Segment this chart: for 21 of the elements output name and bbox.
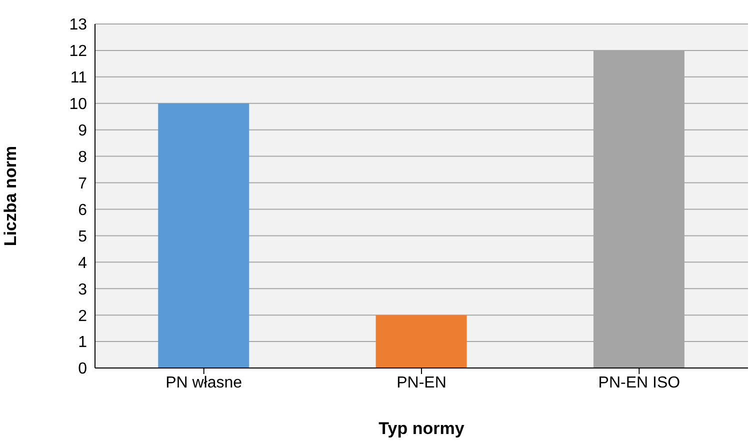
- y-tick-label: 8: [78, 148, 88, 166]
- x-tick-label: PN własne: [166, 374, 242, 392]
- y-tick-label: 11: [70, 70, 88, 87]
- y-tick-label: 6: [78, 202, 88, 219]
- y-tick-label: 2: [78, 308, 88, 325]
- x-tick-label: PN-EN: [396, 374, 446, 392]
- y-tick-label: 7: [78, 175, 88, 192]
- y-tick-label: 9: [78, 122, 88, 140]
- x-axis-title: Typ normy: [378, 419, 465, 438]
- y-tick-label: 12: [69, 43, 88, 60]
- y-axis-title: Liczba norm: [1, 146, 20, 246]
- y-tick-label: 5: [78, 228, 88, 246]
- y-tick-label: 13: [69, 16, 88, 34]
- bar: [158, 103, 250, 368]
- y-tick-label: 4: [78, 254, 88, 272]
- x-tick-label: PN-EN ISO: [598, 374, 680, 392]
- bar: [376, 315, 467, 368]
- y-tick-label: 10: [69, 96, 88, 114]
- y-tick-label: 1: [78, 334, 88, 352]
- y-tick-label: 0: [78, 360, 88, 378]
- y-tick-label: 3: [78, 281, 88, 298]
